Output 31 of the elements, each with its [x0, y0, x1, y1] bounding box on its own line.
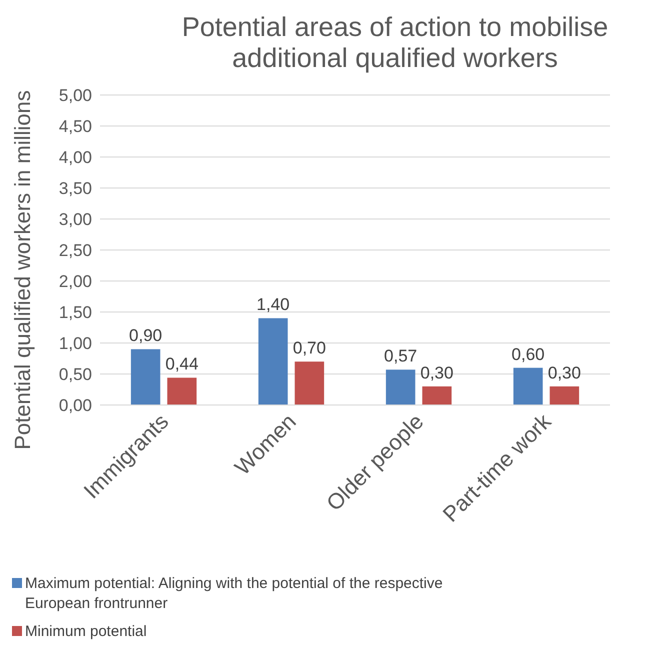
y-axis-title: Potential qualified workers in millions	[10, 90, 35, 450]
y-tick-label: 0,50	[58, 365, 92, 384]
bar	[513, 368, 543, 405]
y-tick-label: 5,00	[58, 86, 92, 105]
y-tick-label: 0,00	[58, 396, 92, 415]
bar	[294, 362, 324, 405]
bar	[167, 378, 197, 405]
y-tick-label: 1,00	[58, 334, 92, 353]
y-tick-label: 1,50	[58, 303, 92, 322]
data-label: 0,44	[165, 354, 198, 374]
data-label: 1,40	[256, 295, 290, 314]
legend-label: Maximum potential: Aligning with the potential of the respective European frontrunner	[25, 575, 443, 612]
data-label: 0,57	[384, 346, 418, 366]
data-label: 0,60	[512, 344, 545, 364]
y-tick-label: 3,00	[58, 210, 92, 229]
y-tick-label: 4,50	[58, 117, 92, 136]
y-tick-label: 3,50	[58, 179, 92, 198]
data-label: 0,90	[129, 326, 162, 346]
chart-title: Potential areas of action to mobilise additional qualified workers	[182, 12, 608, 73]
data-label: 0,30	[548, 363, 581, 382]
y-tick-label: 2,00	[58, 272, 92, 291]
bar	[422, 386, 452, 405]
y-tick-label: 4,00	[58, 148, 92, 167]
bar	[386, 370, 416, 405]
legend-label: Minimum potential	[25, 623, 147, 640]
bar	[130, 349, 160, 405]
data-label: 0,30	[420, 363, 454, 382]
y-tick-label: 2,50	[58, 241, 92, 260]
bar	[550, 386, 580, 405]
bar	[258, 318, 288, 405]
data-label: 0,70	[292, 338, 326, 358]
